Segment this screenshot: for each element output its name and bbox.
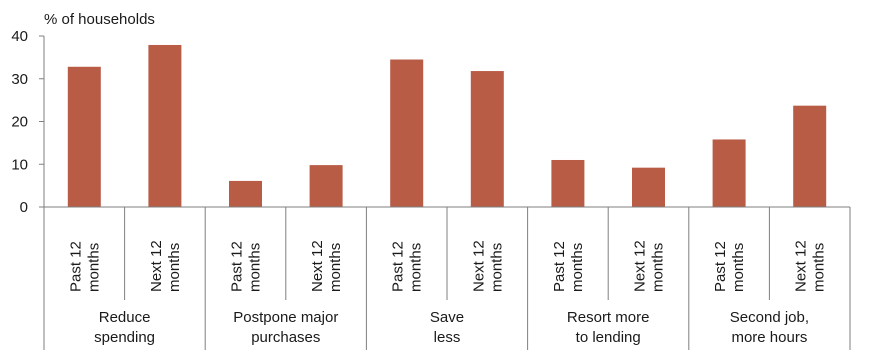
bar — [390, 59, 424, 208]
category-label-line: Next 12 — [470, 240, 487, 292]
y-tick-label: 30 — [11, 71, 28, 88]
category-label: Past 12 months — [390, 241, 425, 292]
category-label-line: Past 12 — [67, 241, 84, 292]
category-label-line: Next 12 — [309, 240, 326, 292]
category-label-line: months — [569, 243, 586, 292]
category-label: Past 12 months — [229, 241, 264, 292]
category-label: Next 12 months — [309, 240, 344, 292]
bar — [551, 159, 585, 207]
group-label: Second job, — [730, 309, 809, 326]
bar — [67, 66, 101, 207]
group-label: Resort more — [567, 309, 650, 326]
category-label: Next 12 months — [470, 240, 505, 292]
group-label: more hours — [731, 329, 807, 346]
category-label-line: Past 12 — [390, 241, 407, 292]
category-label-line: months — [166, 243, 183, 292]
bar — [632, 167, 665, 207]
x-axis: Past 12 months Next 12 monthsReducespending… — [43, 206, 851, 350]
category-label-line: months — [408, 243, 425, 292]
bar — [793, 105, 827, 207]
bar — [712, 139, 746, 207]
category-label-line: months — [730, 243, 747, 292]
category-label: Next 12 months — [632, 240, 667, 292]
group-label: less — [434, 329, 461, 346]
category-label-line: Next 12 — [793, 240, 810, 292]
category-label-line: Past 12 — [551, 241, 568, 292]
category-label-line: Next 12 — [632, 240, 649, 292]
category-label-line: months — [650, 243, 667, 292]
category-label-line: Next 12 — [148, 240, 165, 292]
bar — [309, 165, 343, 207]
y-tick-label: 0 — [20, 199, 28, 216]
category-label: Past 12 months — [67, 241, 102, 292]
category-label-line: months — [488, 243, 505, 292]
group-label: spending — [94, 329, 155, 346]
category-label: Next 12 months — [148, 240, 183, 292]
category-label-line: months — [247, 243, 264, 292]
y-tick-label: 10 — [11, 156, 28, 173]
category-label-line: Past 12 — [712, 241, 729, 292]
group-label: to lending — [576, 329, 641, 346]
category-label-line: months — [811, 243, 828, 292]
category-label: Past 12 months — [712, 241, 747, 292]
group-label: Reduce — [99, 309, 151, 326]
y-tick-label: 20 — [11, 114, 28, 131]
category-label: Past 12 months — [551, 241, 586, 292]
bar — [148, 44, 182, 207]
group-label: Postpone major — [233, 309, 338, 326]
bar — [470, 71, 504, 208]
category-label-line: months — [327, 243, 344, 292]
category-label-line: Past 12 — [229, 241, 246, 292]
category-label-line: months — [85, 243, 102, 292]
y-axis-unit-label: % of households — [44, 11, 155, 28]
y-tick-label: 40 — [11, 28, 28, 45]
category-label: Next 12 months — [793, 240, 828, 292]
y-axis: 0 10 20 30 40 — [11, 28, 45, 216]
bar — [229, 180, 262, 207]
bars — [67, 44, 827, 208]
group-label: purchases — [251, 329, 320, 346]
group-label: Save — [430, 309, 464, 326]
